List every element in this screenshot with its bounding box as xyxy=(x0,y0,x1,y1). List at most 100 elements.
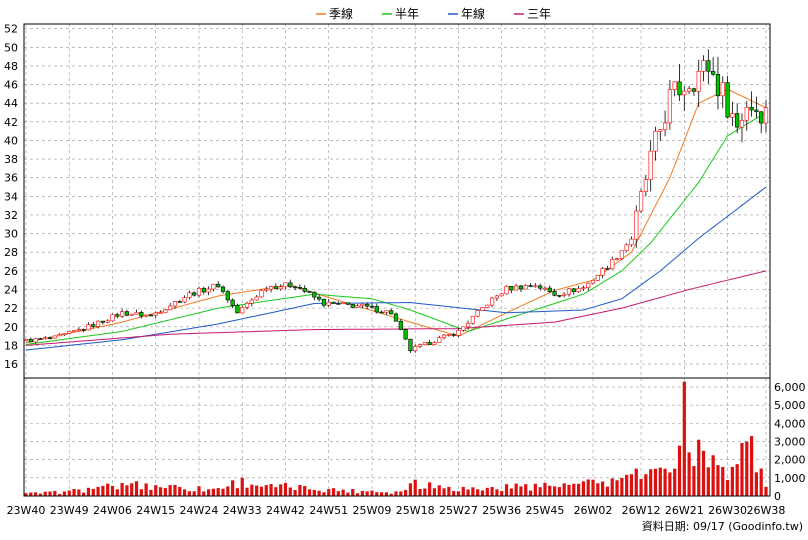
candle-body xyxy=(43,337,48,340)
candle-body xyxy=(230,299,235,306)
candle-body xyxy=(220,286,226,292)
volume-bar xyxy=(269,484,273,496)
volume-bar xyxy=(307,489,312,496)
candle-body xyxy=(268,286,274,290)
volume-tick-label: 2,000 xyxy=(774,454,806,467)
volume-bar xyxy=(106,483,110,496)
candle-body xyxy=(427,342,432,345)
candle-body xyxy=(542,287,548,290)
candle-body xyxy=(86,324,91,331)
volume-bar xyxy=(211,488,216,496)
candle-body xyxy=(331,301,336,304)
candle-body xyxy=(235,305,240,314)
volume-bar xyxy=(404,490,408,496)
candle-body xyxy=(509,285,514,291)
volume-bar xyxy=(432,488,437,496)
candle-body xyxy=(696,71,701,92)
candle-body xyxy=(499,293,504,297)
volume-bar xyxy=(514,483,518,496)
volume-bar xyxy=(77,489,81,496)
volume-bar xyxy=(740,443,744,496)
volume-bar xyxy=(706,467,710,496)
candle-body xyxy=(100,320,105,323)
candle-body xyxy=(283,282,288,288)
candle-body xyxy=(110,314,115,322)
candlesticks xyxy=(23,49,769,353)
candle-body xyxy=(67,330,72,334)
price-tick-label: 22 xyxy=(4,302,18,315)
volume-bar xyxy=(485,487,489,496)
volume-bar xyxy=(192,491,196,496)
candle-body xyxy=(389,310,394,315)
candle-body xyxy=(706,60,711,72)
candle-body xyxy=(403,329,408,340)
volume-bar xyxy=(725,480,730,496)
candle-body xyxy=(566,288,572,295)
candle-body xyxy=(528,285,533,287)
candle-body xyxy=(350,304,355,308)
volume-bar xyxy=(101,485,105,496)
volume-bar xyxy=(596,483,600,496)
volume-bar xyxy=(533,483,537,496)
candle-body xyxy=(206,288,211,293)
candle-body xyxy=(57,334,62,337)
time-tick-label: 26W30 xyxy=(708,504,747,517)
volume-bar xyxy=(202,491,206,496)
volume-bar xyxy=(466,489,470,496)
volume-bar xyxy=(437,485,441,496)
candle-body xyxy=(398,320,403,330)
volume-bar xyxy=(581,481,586,496)
candle-body xyxy=(667,89,672,124)
volume-bar xyxy=(298,484,302,496)
ma-line-半年 xyxy=(25,112,767,345)
candle-body xyxy=(725,82,730,118)
volume-bar xyxy=(658,467,662,496)
volume-bar xyxy=(442,488,446,496)
volume-bar xyxy=(365,491,369,496)
volume-bar xyxy=(283,483,288,496)
volume-bar xyxy=(221,488,225,496)
candle-body xyxy=(465,322,471,328)
candle-body xyxy=(571,288,576,293)
volume-bar xyxy=(346,492,350,496)
candle-body xyxy=(254,296,259,301)
volume-bar xyxy=(72,488,76,496)
volume-bar xyxy=(53,490,57,496)
volume-bar xyxy=(456,491,461,496)
volume-bar xyxy=(351,488,355,496)
candle-body xyxy=(62,333,67,335)
price-tick-label: 42 xyxy=(4,116,18,129)
candle-body xyxy=(211,283,216,290)
volume-bar xyxy=(240,477,244,496)
candle-body xyxy=(374,306,379,313)
volume-bar xyxy=(673,468,677,496)
candle-body xyxy=(595,275,600,281)
candle-body xyxy=(264,288,269,291)
candle-body xyxy=(749,107,754,111)
volume-bar xyxy=(447,486,451,496)
price-tick-label: 46 xyxy=(4,79,18,92)
candle-body xyxy=(648,150,653,180)
volume-bar xyxy=(206,489,211,496)
ma-line-年線 xyxy=(25,186,767,351)
candle-body xyxy=(163,309,168,313)
volume-bar xyxy=(649,469,653,496)
volume-bar xyxy=(58,493,62,496)
volume-tick-label: 6,000 xyxy=(774,381,806,394)
volume-bar xyxy=(29,492,33,496)
volume-bar xyxy=(250,484,254,496)
candle-body xyxy=(600,268,605,276)
candle-body xyxy=(557,295,562,297)
volume-bar xyxy=(303,486,307,496)
legend-label: 年線 xyxy=(461,6,485,21)
candle-body xyxy=(105,320,110,323)
volume-bar xyxy=(495,489,499,496)
candle-body xyxy=(514,285,519,291)
time-tick-label: 24W24 xyxy=(180,504,219,517)
candle-body xyxy=(470,315,475,324)
volume-bar xyxy=(331,488,336,496)
volume-grid xyxy=(24,386,770,497)
candle-body xyxy=(691,88,697,92)
candle-body xyxy=(451,334,456,336)
candle-body xyxy=(52,335,57,339)
